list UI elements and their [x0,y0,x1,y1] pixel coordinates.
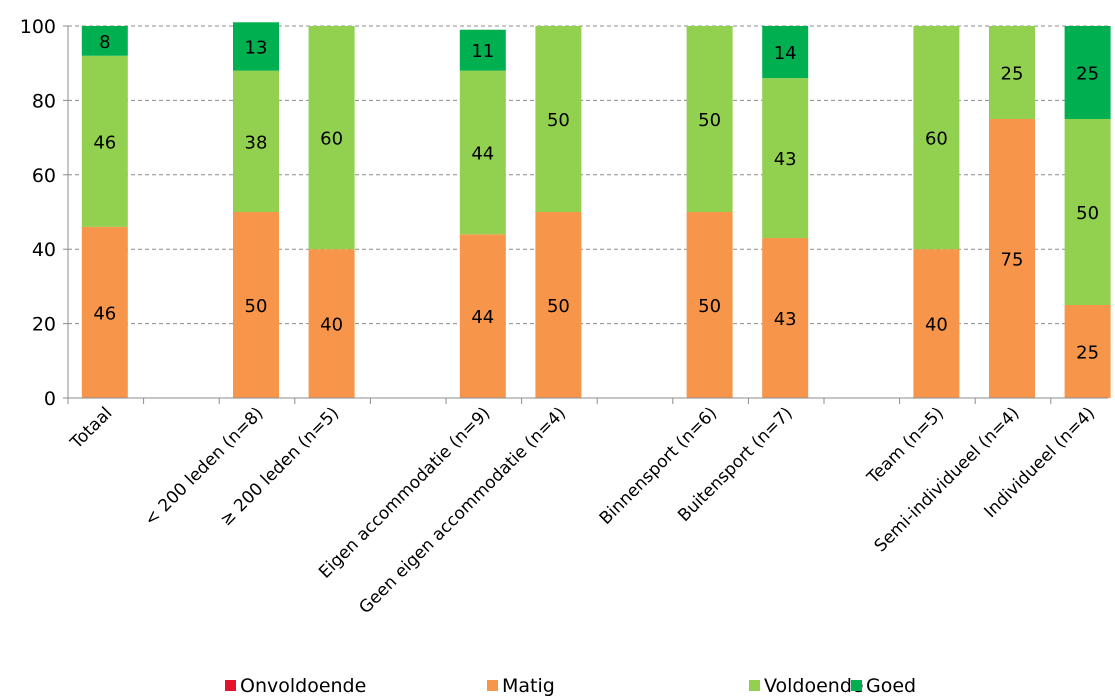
data-label: 44 [471,307,494,328]
bar-segment [81,26,128,56]
data-label: 14 [774,43,797,64]
data-label: 60 [925,129,948,150]
data-label: 50 [698,296,721,317]
legend-item: Goed [851,672,916,699]
bar-segment [81,55,128,227]
data-label: 50 [547,110,570,131]
data-label: 50 [245,296,268,317]
data-label: 8 [99,32,110,53]
bar-segment [233,22,279,71]
data-label: 13 [245,37,268,58]
legend: Onvoldoende Matig Voldoende Goed [0,672,1115,699]
bar-segment [762,238,809,398]
data-label: 50 [698,110,721,131]
bar-segment [989,26,1035,119]
bar-segment [233,70,279,212]
data-label: 25 [1001,64,1024,85]
bar-segment [989,119,1035,398]
bar-segment [686,212,733,398]
y-tick-label: 20 [32,314,56,336]
y-tick-label: 80 [32,90,56,112]
y-tick-label: 60 [32,165,56,187]
data-label: 38 [245,132,268,153]
data-label: 11 [471,41,494,62]
bar-segment [459,29,506,71]
bar-segment [913,26,960,250]
bar-segment [459,70,506,235]
y-tick-label: 40 [32,239,56,261]
bar-segment [686,26,733,212]
y-tick-label: 100 [20,16,56,38]
data-label: 43 [774,149,797,170]
legend-swatch [225,680,236,691]
legend-item: Matig [487,672,555,699]
x-tick-label: Semi-individueel (n=4) [871,403,1024,556]
x-tick-label: Team (n=5) [863,403,948,488]
data-label: 46 [93,132,116,153]
legend-swatch [487,680,498,691]
chart-svg: 46 46 8 50 38 13 40 60 44 44 11 50 50 50 50 43 43 14 40 60 7… [20,16,1111,618]
data-label: 50 [1076,203,1099,224]
bar-segment [535,26,582,212]
legend-label: Voldoende [764,674,864,697]
y-tick-label: 0 [44,388,56,410]
bar-segment [762,78,809,239]
bar-segment [913,249,960,398]
data-label: 25 [1076,343,1099,364]
bar-segment [81,226,128,398]
data-label: 40 [320,315,343,336]
legend-label: Matig [502,674,555,697]
data-label: 43 [774,309,797,330]
bar-segment [1064,26,1111,119]
bar-segment [1064,305,1111,398]
legend-item: Onvoldoende [225,672,366,699]
legend-swatch [851,680,862,691]
legend-label: Onvoldoende [240,674,367,697]
x-tick-label: Totaal [66,403,116,453]
bar-segment [308,26,355,250]
data-label: 46 [93,303,116,324]
data-label: 60 [320,129,343,150]
bar-segment [762,26,809,79]
legend-label: Goed [866,674,917,697]
data-label: 25 [1076,64,1099,85]
bar-segment [1064,119,1111,305]
data-label: 50 [547,296,570,317]
bar-segment [459,234,506,398]
legend-item: Voldoende [749,672,864,699]
data-label: 44 [471,143,494,164]
bar-segment [308,249,355,398]
legend-swatch [749,680,760,691]
bar-segment [535,212,582,398]
data-label: 40 [925,315,948,336]
data-label: 75 [1001,250,1024,271]
bar-segment [233,212,279,398]
